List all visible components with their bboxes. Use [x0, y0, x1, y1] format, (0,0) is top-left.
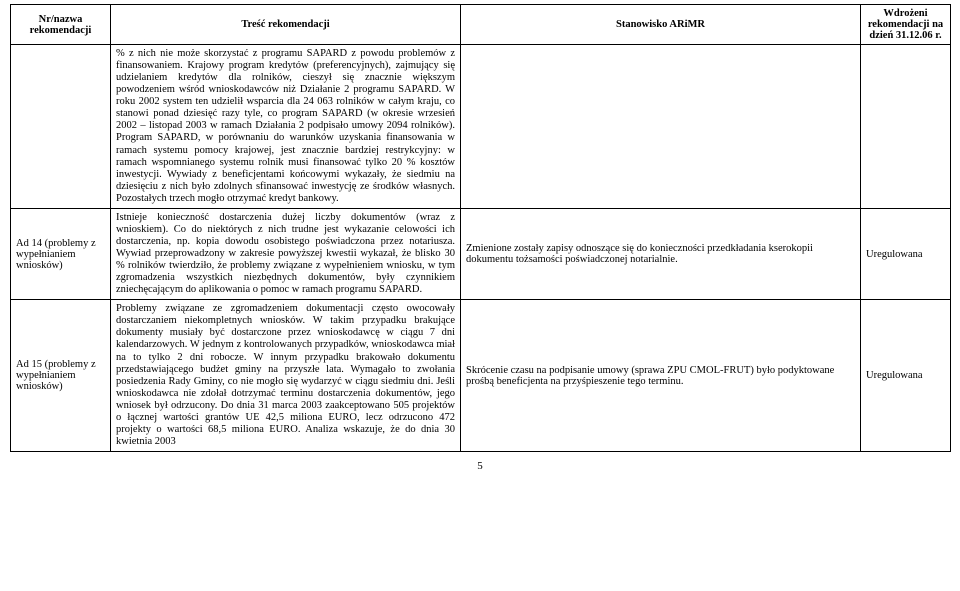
table-row: Ad 15 (problemy z wypełnianiem wniosków)…: [11, 300, 951, 452]
page-number: 5: [0, 460, 960, 472]
cell-tresc-0: % z nich nie może skorzystać z programu …: [111, 45, 461, 209]
cell-wdr-2: Uregulowana: [861, 300, 951, 452]
header-stan: Stanowisko ARiMR: [461, 5, 861, 45]
header-nr: Nr/nazwa rekomendacji: [11, 5, 111, 45]
cell-stan-0: [461, 45, 861, 209]
cell-tresc-2: Problemy związane ze zgromadzeniem dokum…: [111, 300, 461, 452]
recommendations-table: Nr/nazwa rekomendacji Treść rekomendacji…: [10, 4, 951, 452]
cell-tresc-1: Istnieje konieczność dostarczenia dużej …: [111, 208, 461, 299]
header-wdr: Wdrożeni rekomendacji na dzień 31.12.06 …: [861, 5, 951, 45]
table-row: % z nich nie może skorzystać z programu …: [11, 45, 951, 209]
header-tresc: Treść rekomendacji: [111, 5, 461, 45]
cell-nr-0: [11, 45, 111, 209]
cell-nr-2: Ad 15 (problemy z wypełnianiem wniosków): [11, 300, 111, 452]
cell-wdr-1: Uregulowana: [861, 208, 951, 299]
cell-stan-2: Skrócenie czasu na podpisanie umowy (spr…: [461, 300, 861, 452]
cell-wdr-0: [861, 45, 951, 209]
cell-nr-1: Ad 14 (problemy z wypełnianiem wniosków): [11, 208, 111, 299]
table-header-row: Nr/nazwa rekomendacji Treść rekomendacji…: [11, 5, 951, 45]
cell-stan-1: Zmienione zostały zapisy odnoszące się d…: [461, 208, 861, 299]
table-row: Ad 14 (problemy z wypełnianiem wniosków)…: [11, 208, 951, 299]
